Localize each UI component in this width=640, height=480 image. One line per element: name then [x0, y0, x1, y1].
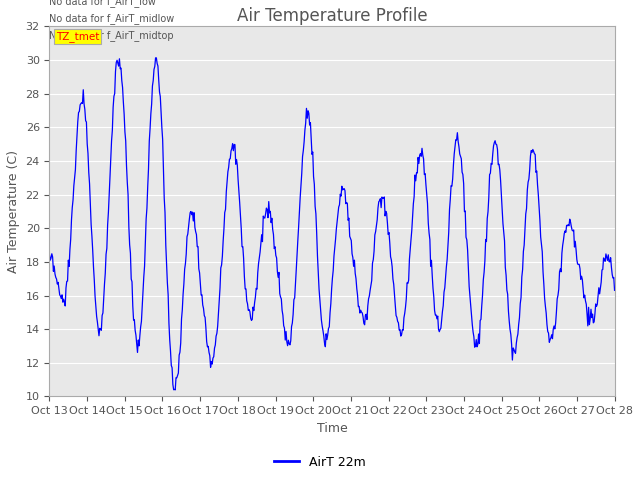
- Text: No data for f_AirT_midtop: No data for f_AirT_midtop: [49, 30, 174, 41]
- Text: No data for f_AirT_midlow: No data for f_AirT_midlow: [49, 13, 175, 24]
- Y-axis label: Air Temperature (C): Air Temperature (C): [7, 150, 20, 273]
- Text: No data for f_AirT_low: No data for f_AirT_low: [49, 0, 156, 7]
- Legend: AirT 22m: AirT 22m: [269, 451, 371, 474]
- X-axis label: Time: Time: [317, 421, 348, 435]
- Text: TZ_tmet: TZ_tmet: [56, 31, 99, 42]
- Title: Air Temperature Profile: Air Temperature Profile: [237, 7, 428, 25]
